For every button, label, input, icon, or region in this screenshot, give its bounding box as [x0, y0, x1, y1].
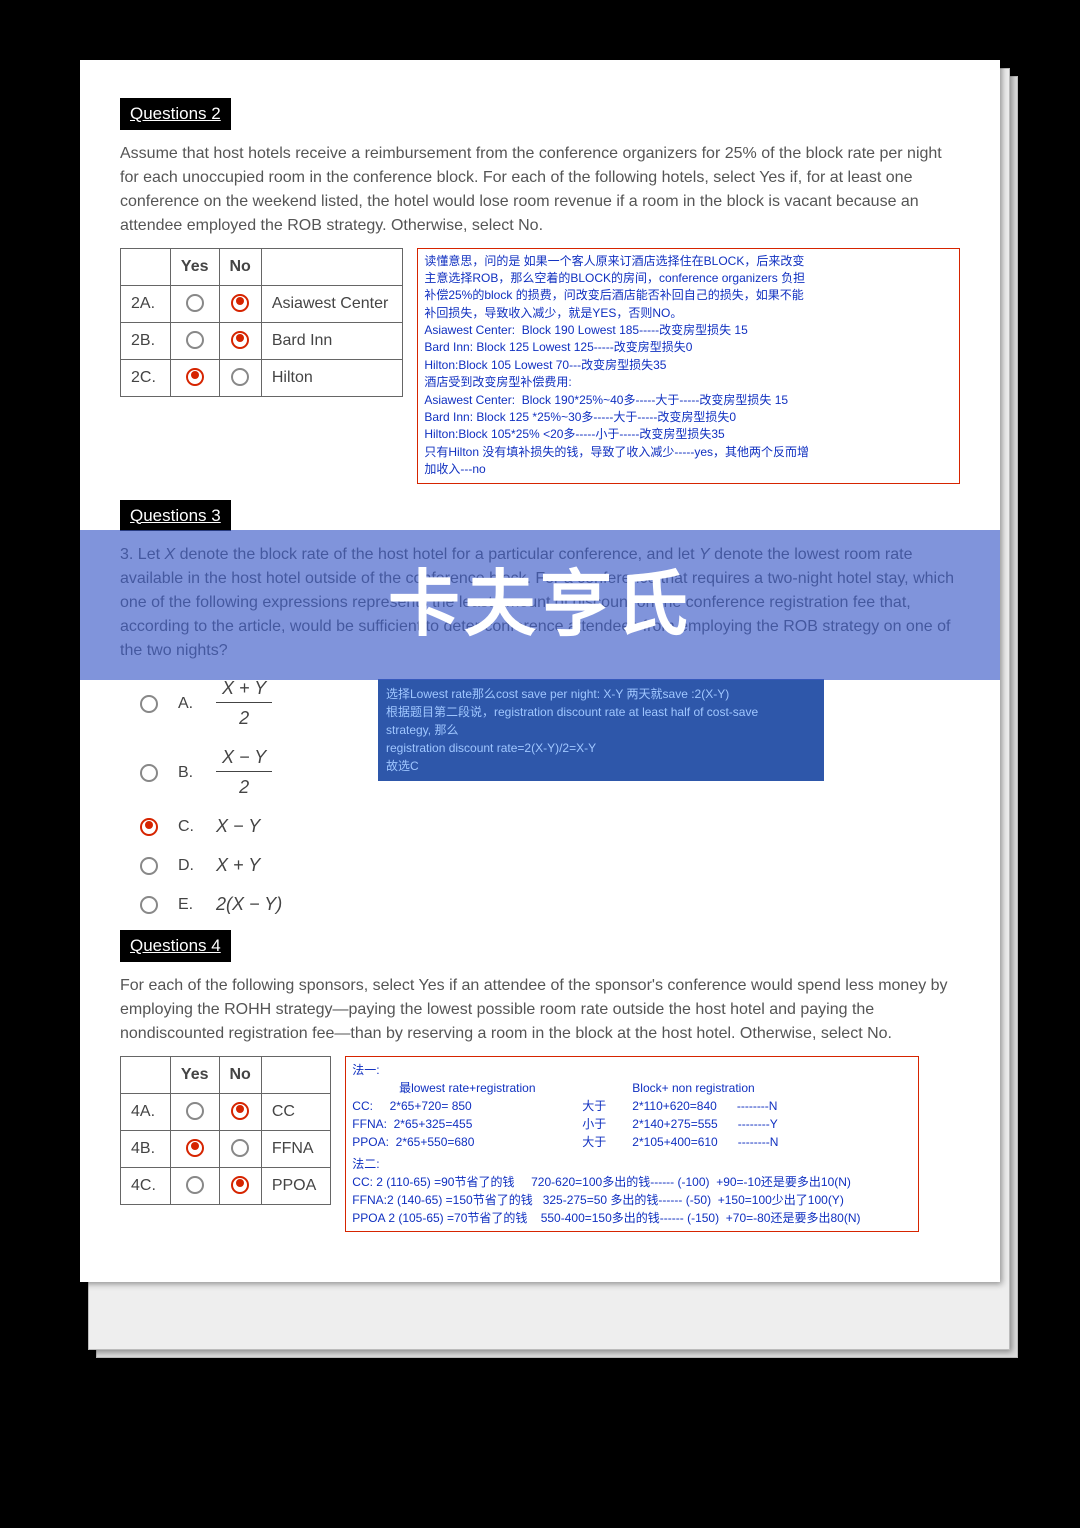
- radio-icon[interactable]: [140, 896, 158, 914]
- q4-hdr-left: 最lowest rate+registration: [352, 1079, 582, 1097]
- table-row: 4C. PPOA: [121, 1167, 331, 1204]
- radio-icon[interactable]: [186, 331, 204, 349]
- q3-hint-box: 选择Lowest rate那么cost save per night: X-Y …: [378, 679, 824, 781]
- q2-yes: Yes: [170, 248, 219, 285]
- q2-no: No: [219, 248, 261, 285]
- q2-row: Yes No 2A. Asiawest Center 2B. Bard Inn …: [120, 248, 960, 484]
- q4-table: Yes No 4A. CC 4B. FFNA 4C. PPOA: [120, 1056, 331, 1205]
- q4-method2: 法二:: [352, 1155, 912, 1173]
- q4-note-box: 法一: 最lowest rate+registration Block+ non…: [345, 1056, 919, 1232]
- page-stack: Questions 2 Assume that host hotels rece…: [80, 60, 1000, 1282]
- q4-header: Questions 4: [120, 930, 231, 962]
- q2-header: Questions 2: [120, 98, 231, 130]
- table-row: 4B. FFNA: [121, 1130, 331, 1167]
- q4-method1: 法一:: [352, 1061, 912, 1079]
- table-row: 2B. Bard Inn: [121, 322, 403, 359]
- q3-header: Questions 3: [120, 500, 231, 532]
- q4-yes: Yes: [170, 1056, 219, 1093]
- q2-table: Yes No 2A. Asiawest Center 2B. Bard Inn …: [120, 248, 403, 397]
- q4-text: For each of the following sponsors, sele…: [120, 974, 960, 1046]
- radio-icon[interactable]: [140, 695, 158, 713]
- radio-icon[interactable]: [231, 1176, 249, 1194]
- radio-icon[interactable]: [231, 331, 249, 349]
- q3-option[interactable]: C. X − Y: [140, 813, 960, 840]
- q4-row: Yes No 4A. CC 4B. FFNA 4C. PPOA 法一: 最low…: [120, 1056, 960, 1232]
- table-row: 2C. Hilton: [121, 359, 403, 396]
- q3-text: 3. Let X denote the block rate of the ho…: [120, 543, 960, 663]
- radio-icon[interactable]: [231, 294, 249, 312]
- radio-icon[interactable]: [231, 368, 249, 386]
- q4-no: No: [219, 1056, 261, 1093]
- q3-options: 选择Lowest rate那么cost save per night: X-Y …: [140, 675, 960, 918]
- table-row: 4A. CC: [121, 1093, 331, 1130]
- q3-option[interactable]: D. X + Y: [140, 852, 960, 879]
- radio-icon[interactable]: [140, 764, 158, 782]
- radio-icon[interactable]: [140, 818, 158, 836]
- radio-icon[interactable]: [186, 294, 204, 312]
- q2-text: Assume that host hotels receive a reimbu…: [120, 142, 960, 238]
- table-row: 2A. Asiawest Center: [121, 285, 403, 322]
- radio-icon[interactable]: [231, 1102, 249, 1120]
- radio-icon[interactable]: [140, 857, 158, 875]
- radio-icon[interactable]: [186, 368, 204, 386]
- q2-note-box: 读懂意思，问的是 如果一个客人原来订酒店选择住在BLOCK，后来改变主意选择RO…: [417, 248, 960, 484]
- document-page: Questions 2 Assume that host hotels rece…: [80, 60, 1000, 1282]
- radio-icon[interactable]: [186, 1139, 204, 1157]
- radio-icon[interactable]: [186, 1176, 204, 1194]
- q4-hdr-right: Block+ non registration: [632, 1079, 912, 1097]
- radio-icon[interactable]: [231, 1139, 249, 1157]
- radio-icon[interactable]: [186, 1102, 204, 1120]
- q3-option[interactable]: E. 2(X − Y): [140, 891, 960, 918]
